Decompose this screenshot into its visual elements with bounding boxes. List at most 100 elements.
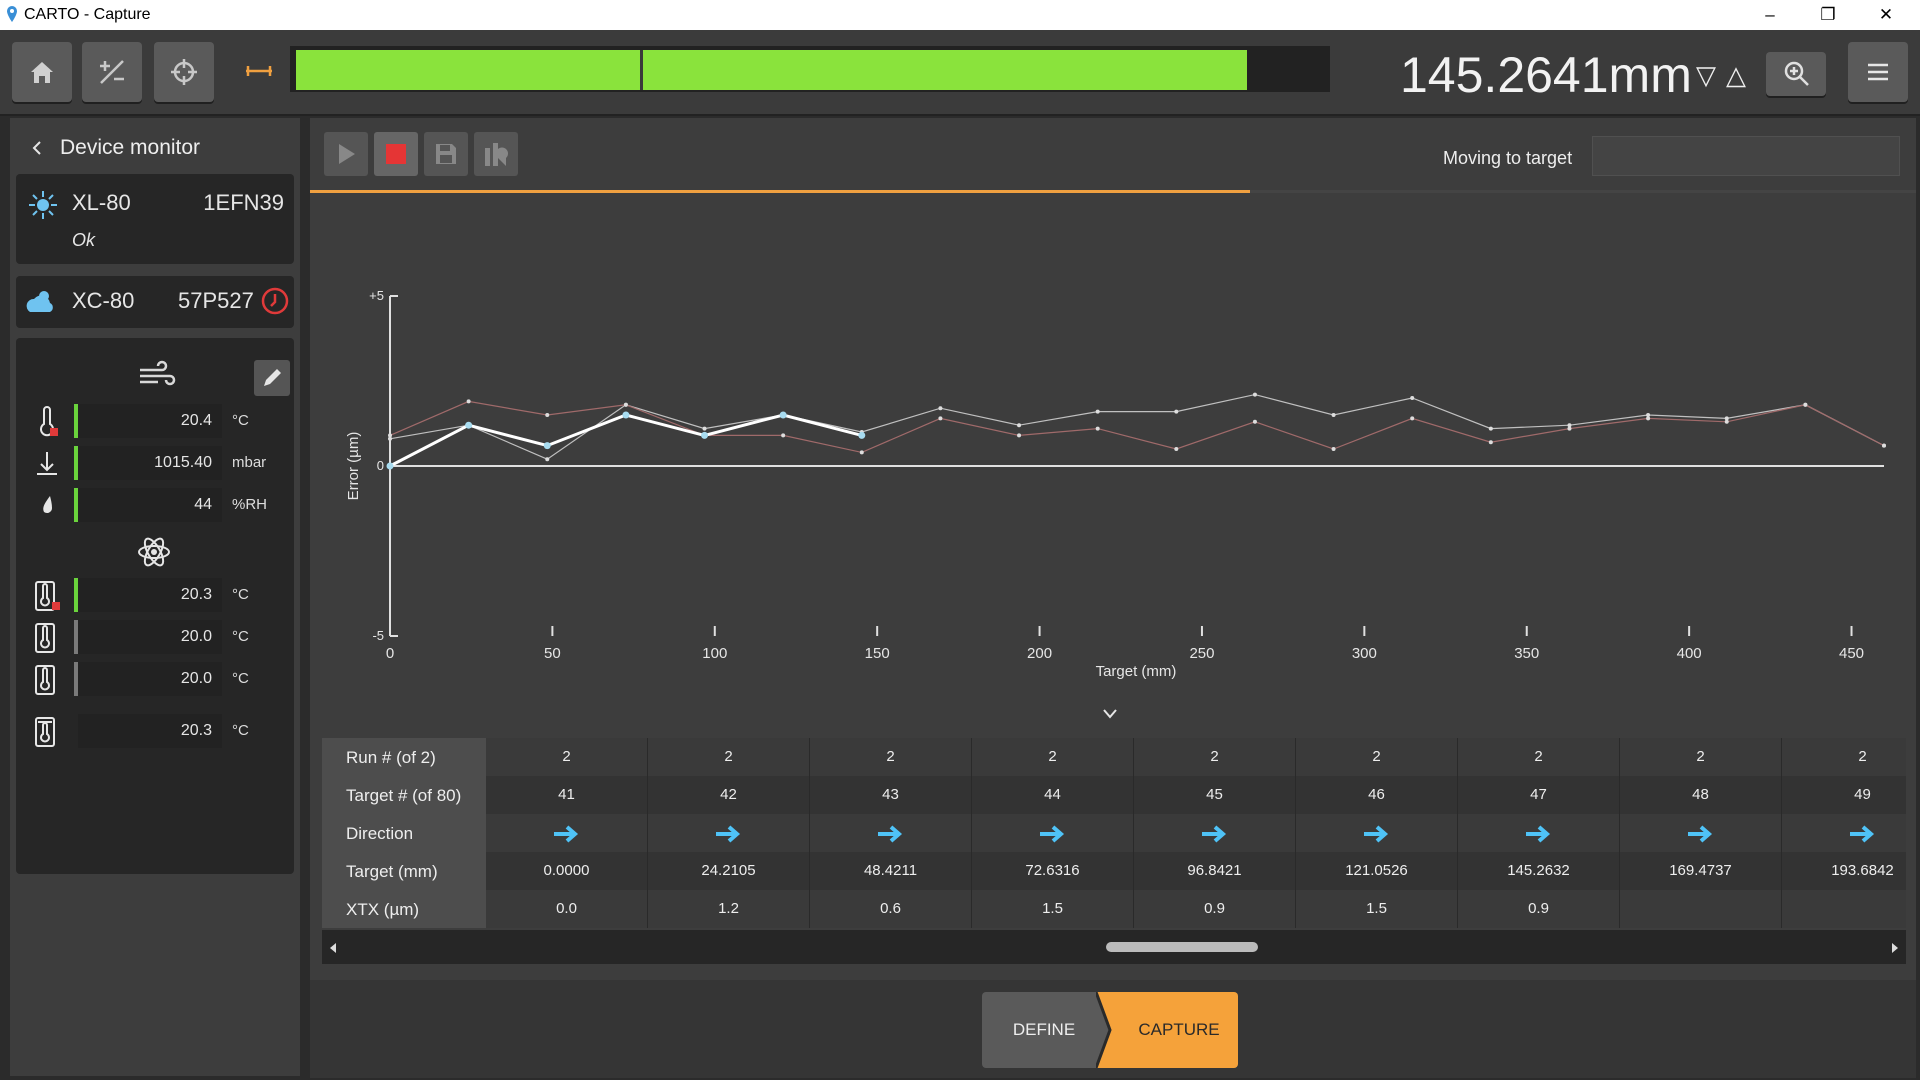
chevron-down-icon[interactable]	[1102, 708, 1118, 720]
pressure-icon	[37, 452, 57, 475]
target-button[interactable]	[154, 42, 214, 102]
laser-model: XL-80	[72, 190, 131, 215]
right-arrow-icon	[1134, 814, 1296, 852]
table-row: Target (mm) 0.0000 24.2105 48.4211 72.6316 96…	[322, 852, 1906, 890]
data-point	[1724, 419, 1729, 424]
material-average-unit: °C	[232, 722, 249, 739]
air-pressure-row: 1015.40 mbar	[10, 444, 300, 482]
scroll-left-icon[interactable]	[328, 942, 338, 954]
material-temp-2-unit: °C	[232, 628, 249, 645]
x-tick-label: 150	[865, 645, 890, 662]
table-cell: 49	[1782, 776, 1920, 814]
decrease-direction-icon[interactable]: ▽	[1696, 60, 1716, 90]
data-point	[1646, 413, 1651, 417]
data-point	[622, 411, 630, 419]
stop-icon	[386, 144, 406, 164]
data-point	[1488, 440, 1493, 445]
air-temperature-value: 20.4	[78, 404, 222, 438]
data-point	[1331, 413, 1336, 417]
define-button[interactable]: DEFINE	[982, 992, 1106, 1068]
hamburger-icon	[1868, 63, 1888, 81]
right-arrow-icon	[972, 814, 1134, 852]
play-button[interactable]	[324, 132, 368, 176]
data-point	[1882, 443, 1886, 448]
data-point	[1095, 409, 1100, 414]
zoom-button[interactable]	[1766, 52, 1826, 96]
laser-status: Ok	[72, 230, 96, 250]
save-button[interactable]	[424, 132, 468, 176]
table-cell: 42	[648, 776, 810, 814]
material-average-row: 20.3 °C	[10, 712, 300, 750]
horizontal-scrollbar[interactable]	[322, 930, 1906, 964]
row-header: Direction	[322, 814, 486, 852]
compensator-card[interactable]: XC-80 57P527	[16, 276, 294, 328]
error-chart: +5 0 -5 0 50 100 150 200 250 300 350 400 450 Target (…	[310, 196, 1916, 696]
chevron-left-icon[interactable]	[30, 140, 44, 156]
location-pin-icon	[7, 6, 17, 22]
table-cell: 44	[972, 776, 1134, 814]
toolbar: 145.2641mm ▽ △	[0, 30, 1920, 116]
table-cell: 145.2632	[1458, 852, 1620, 890]
right-arrow-icon	[1296, 814, 1458, 852]
table-cell: 169.4737	[1620, 852, 1782, 890]
x-tick-label: 450	[1839, 645, 1864, 662]
material-temp-1-unit: °C	[232, 586, 249, 603]
scroll-right-icon[interactable]	[1890, 942, 1900, 954]
material-average-value: 20.3	[78, 714, 222, 748]
capture-button[interactable]: CAPTURE	[1120, 992, 1238, 1068]
home-button[interactable]	[12, 42, 72, 102]
table-cell: 0.6	[810, 890, 972, 928]
increase-direction-icon[interactable]: △	[1726, 60, 1746, 90]
data-point	[1252, 392, 1257, 397]
data-point	[938, 406, 943, 411]
data-point	[781, 433, 786, 438]
analysis-button[interactable]	[474, 132, 518, 176]
clock-warning-icon	[261, 287, 289, 315]
menu-button[interactable]	[1848, 42, 1908, 102]
air-pressure-unit: mbar	[232, 454, 267, 471]
data-point	[702, 426, 707, 431]
close-button[interactable]: ✕	[1878, 5, 1894, 24]
thermometer-icon	[40, 406, 58, 437]
stop-button[interactable]	[374, 132, 418, 176]
table-cell: 121.0526	[1296, 852, 1458, 890]
play-icon	[339, 144, 355, 164]
material-thermometer-icon	[35, 623, 55, 653]
data-point	[1410, 416, 1415, 421]
window-title: CARTO - Capture	[24, 6, 151, 23]
minimize-button[interactable]: –	[1765, 5, 1775, 24]
air-temperature-unit: °C	[232, 412, 249, 429]
data-point	[1174, 409, 1179, 414]
table-cell: 46	[1296, 776, 1458, 814]
data-point	[1252, 419, 1257, 424]
progress-fill	[296, 50, 1247, 90]
air-temperature-row: 20.4 °C	[10, 402, 300, 440]
table-cell: 1.2	[648, 890, 810, 928]
plus-minus-button[interactable]	[82, 42, 142, 102]
y-axis-label: Error (µm)	[345, 432, 362, 501]
data-point	[1017, 433, 1022, 438]
table-cell: 72.6316	[972, 852, 1134, 890]
plus-minus-icon	[100, 60, 124, 84]
data-point	[543, 442, 551, 450]
x-tick-label: 400	[1677, 645, 1702, 662]
laser-card[interactable]: XL-80 1EFN39 Ok	[16, 174, 294, 264]
data-point	[938, 416, 943, 421]
material-thermometer-icon	[35, 581, 60, 611]
edit-button[interactable]	[254, 360, 290, 396]
data-point	[779, 411, 787, 419]
material-temp-1-value: 20.3	[78, 578, 222, 612]
row-header: Run # (of 2)	[322, 738, 486, 776]
tab-underline-active	[310, 190, 1250, 193]
data-point	[545, 413, 550, 417]
data-point	[388, 436, 392, 441]
table-cell: 96.8421	[1134, 852, 1296, 890]
position-reading: 145.2641mm	[1400, 47, 1692, 103]
scrollbar-thumb[interactable]	[1106, 942, 1258, 952]
x-tick-label: 100	[702, 645, 727, 662]
restore-button[interactable]: ❐	[1820, 5, 1836, 24]
data-point	[386, 462, 394, 470]
material-temp-2-row: 20.0 °C	[10, 618, 300, 656]
series-line	[389, 400, 1885, 454]
